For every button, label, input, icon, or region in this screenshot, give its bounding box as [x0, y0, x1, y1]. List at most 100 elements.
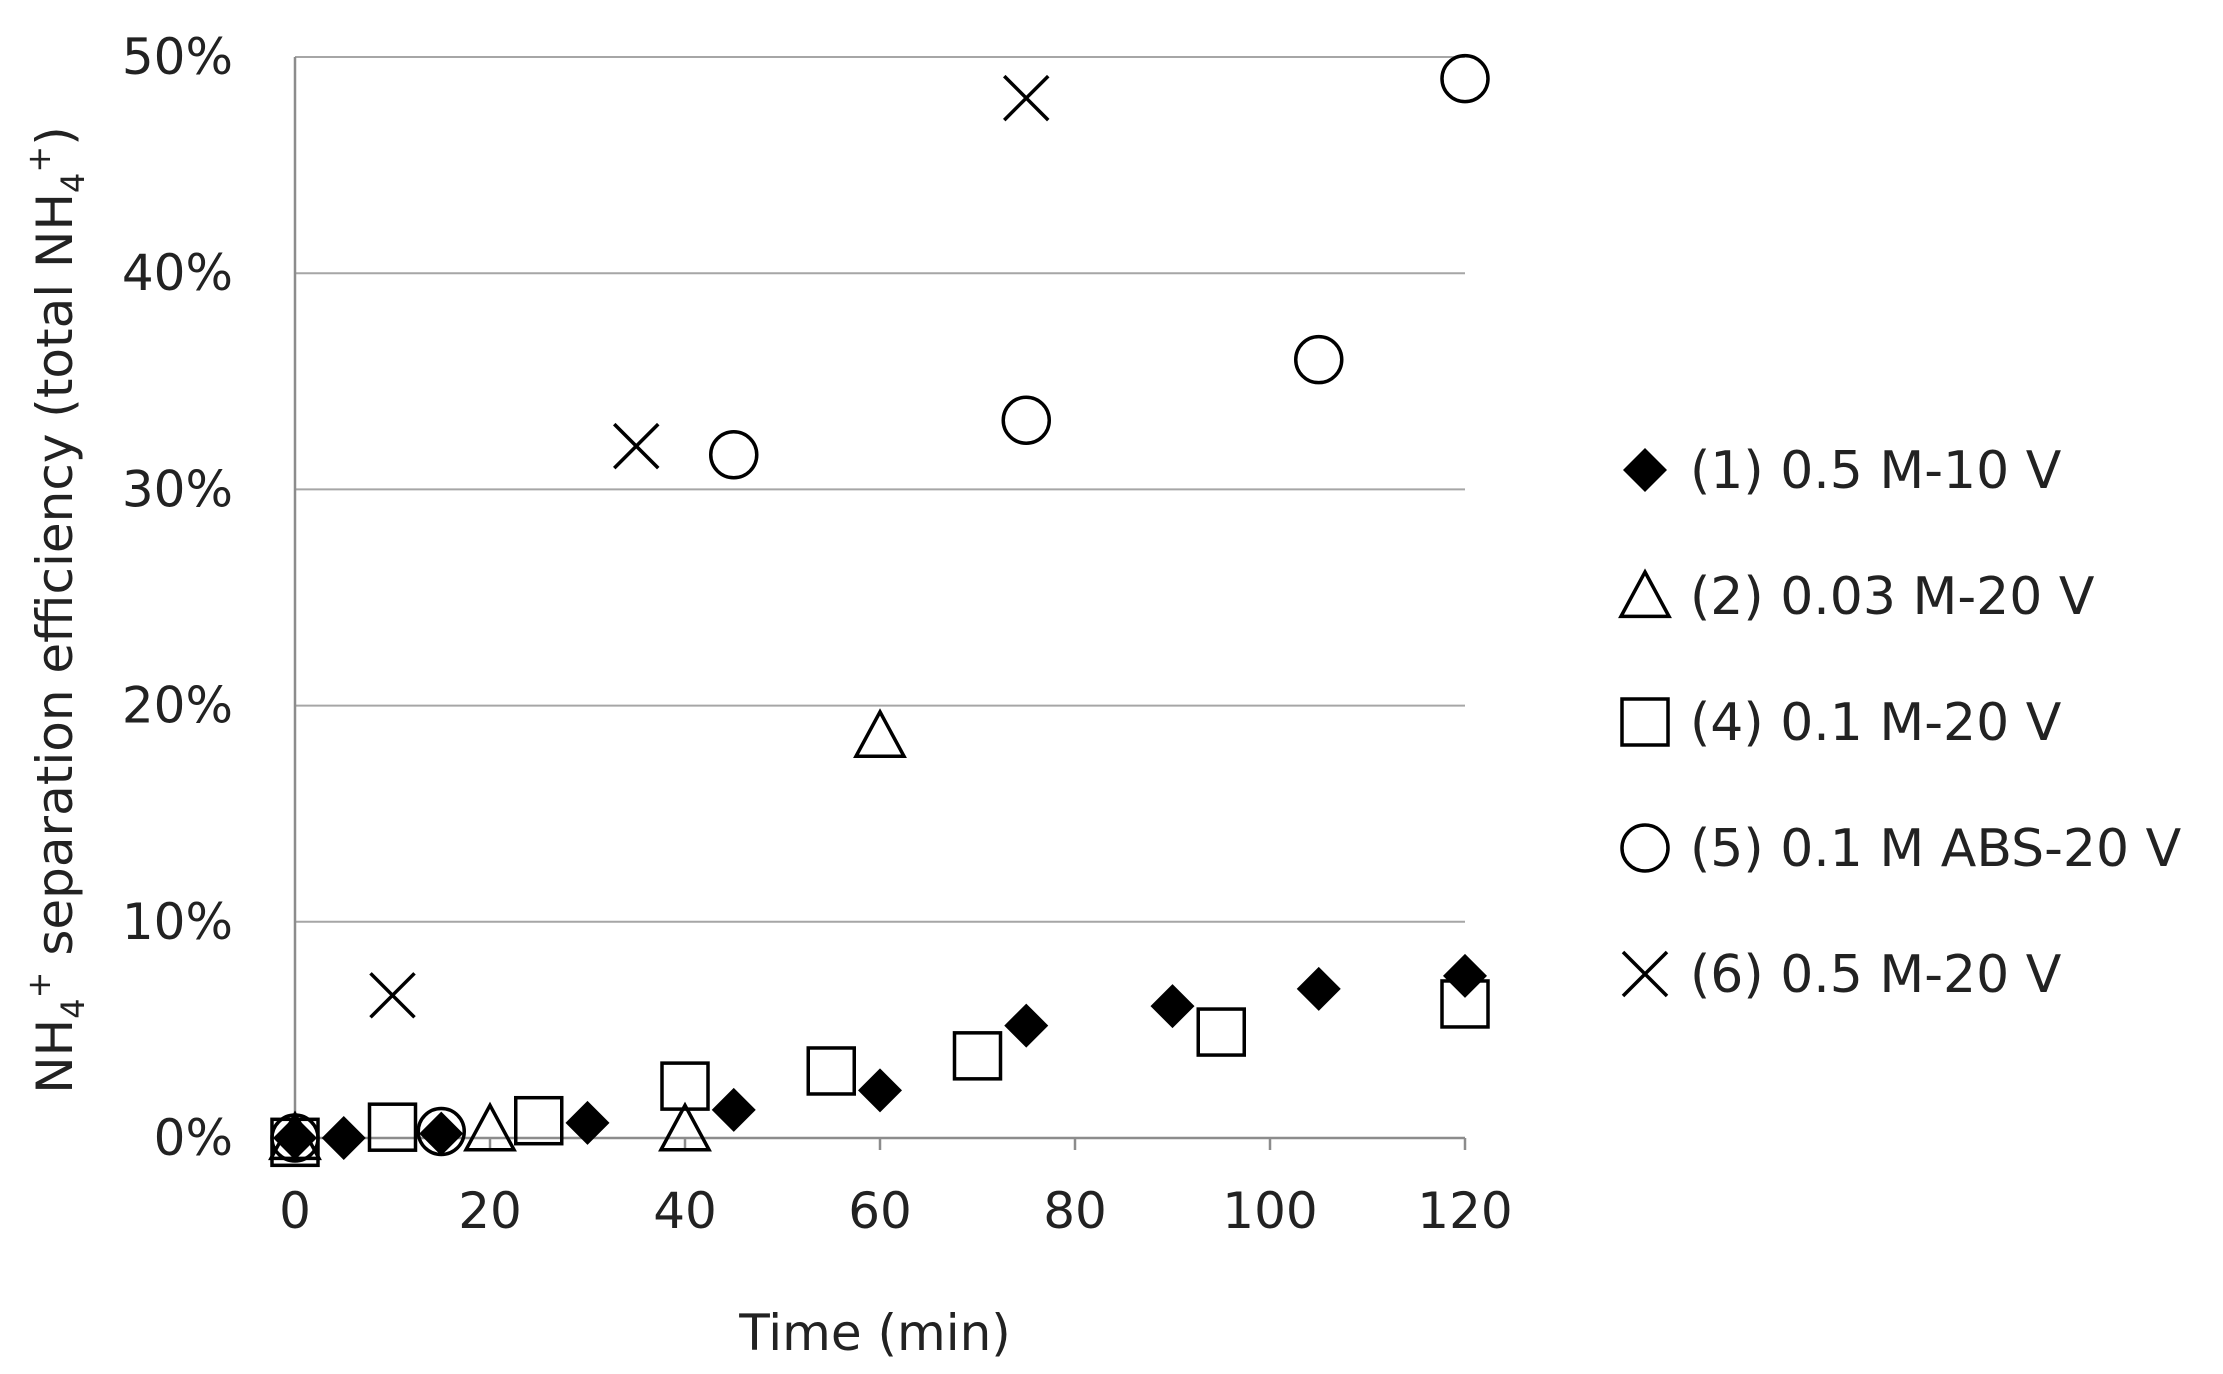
data-point-series-1 [1443, 953, 1487, 998]
square-shape [514, 1095, 564, 1146]
square-shape [660, 1061, 710, 1111]
square-shape [1620, 697, 1670, 747]
data-point-series-1 [858, 1068, 902, 1113]
x-axis-title: Time (min) [738, 1304, 1011, 1362]
cross-stroke [1621, 950, 1669, 998]
legend-marker [1620, 697, 1670, 747]
diamond-shape [565, 1100, 610, 1145]
triangle-shape [463, 1101, 517, 1152]
data-point-series-4 [709, 430, 759, 480]
data-point-series-5 [369, 972, 416, 1019]
x-tick-label: 60 [848, 1182, 912, 1240]
x-tick-label: 120 [1417, 1182, 1512, 1240]
data-point-series-3 [806, 1046, 856, 1096]
triangle-shape [268, 1110, 322, 1161]
x-tick-label: 80 [1043, 1182, 1107, 1240]
y-tick-labels: 0% 10% 20% 30% 40% 50% [122, 28, 233, 1167]
y-tick-label: 30% [122, 460, 233, 518]
square-shape [806, 1046, 856, 1096]
diamond-shape [1296, 966, 1341, 1011]
y-tick-label: 50% [122, 28, 233, 86]
legend-label: (5) 0.1 M ABS-20 V [1690, 819, 2182, 879]
square-shape [952, 1031, 1003, 1081]
diamond-shape [711, 1087, 756, 1132]
y-axis-title-part: NH [26, 1019, 84, 1094]
square-shape [367, 1102, 418, 1152]
data-point-series-2 [463, 1101, 517, 1152]
triangle-shape [658, 1101, 712, 1152]
legend-marker [1618, 568, 1672, 619]
y-axis-title-part: separation efficiency (total NH [26, 193, 84, 972]
data-point-series-2 [853, 708, 907, 759]
cross-stroke [369, 972, 416, 1019]
data-point-series-4 [1001, 395, 1051, 445]
data-point-series-1 [273, 1116, 317, 1160]
data-point-series-1 [1150, 984, 1195, 1029]
data-point-series-5 [1003, 74, 1050, 122]
square-shape [1196, 1007, 1246, 1057]
legend-entry: (4) 0.1 M-20 V [1620, 693, 2062, 753]
legend-entry: (5) 0.1 M ABS-20 V [1620, 819, 2182, 879]
legend-marker [1621, 950, 1669, 998]
legend-entry: (6) 0.5 M-20 V [1621, 945, 2062, 1005]
data-point-series-4 [1440, 53, 1490, 104]
cross-stroke [1003, 74, 1050, 122]
circle-shape [416, 1106, 466, 1157]
data-point-series-1 [711, 1087, 756, 1132]
diamond-shape [1004, 1003, 1049, 1048]
diamond-shape [858, 1068, 902, 1113]
data-point-series-3 [660, 1061, 710, 1111]
y-tick-label: 0% [154, 1109, 233, 1167]
y-axis-title: NH4+ separation efficiency (total NH4+) [20, 126, 92, 1093]
diamond-shape [321, 1116, 366, 1160]
y-axis-title-superscript: + [20, 972, 58, 999]
diamond-shape [1150, 984, 1195, 1029]
circle-shape [1440, 53, 1490, 104]
circle-shape [1001, 395, 1051, 445]
y-tick-label: 20% [122, 677, 233, 735]
axes [293, 57, 1467, 1150]
data-point-series-4 [416, 1106, 466, 1157]
data-point-series-1 [1296, 966, 1341, 1011]
data-point-series-4 [270, 1113, 320, 1163]
triangle-shape [853, 708, 907, 759]
circle-shape [709, 430, 759, 480]
x-tick-label: 40 [653, 1182, 717, 1240]
square-shape [1440, 979, 1490, 1029]
plot-area-points [268, 53, 1490, 1168]
x-tick-label: 20 [458, 1182, 522, 1240]
circle-shape [1294, 334, 1344, 385]
y-axis-title-subscript: 4 [54, 173, 92, 193]
diamond-shape [1623, 448, 1667, 492]
data-point-series-3 [367, 1102, 418, 1152]
legend-label: (4) 0.1 M-20 V [1690, 693, 2062, 753]
legend-marker [1623, 448, 1667, 492]
legend: (1) 0.5 M-10 V (2) 0.03 M-20 V (4) 0.1 M-2… [1618, 441, 2182, 1005]
diamond-shape [1443, 953, 1487, 998]
data-point-series-3 [514, 1095, 564, 1146]
data-point-series-4 [1294, 334, 1344, 385]
legend-label: (6) 0.5 M-20 V [1690, 945, 2062, 1005]
y-axis-title-superscript: + [20, 146, 58, 173]
x-tick-label: 0 [279, 1182, 311, 1240]
y-tick-label: 10% [122, 893, 233, 951]
data-point-series-3 [1196, 1007, 1246, 1057]
circle-shape [270, 1113, 320, 1163]
data-point-series-3 [952, 1031, 1003, 1081]
y-axis-title-part: ) [26, 126, 84, 146]
data-point-series-1 [419, 1111, 464, 1156]
legend-label: (1) 0.5 M-10 V [1690, 441, 2062, 501]
data-point-series-5 [613, 422, 660, 470]
data-point-series-1 [1004, 1003, 1049, 1048]
diamond-shape [419, 1111, 464, 1156]
legend-label: (2) 0.03 M-20 V [1690, 567, 2095, 627]
legend-entry: (1) 0.5 M-10 V [1623, 441, 2062, 501]
legend-marker [1620, 823, 1670, 873]
data-point-series-1 [321, 1116, 366, 1160]
cross-stroke [613, 422, 660, 470]
x-tick-label: 100 [1222, 1182, 1317, 1240]
y-tick-label: 40% [122, 244, 233, 302]
gridlines [295, 56, 1465, 923]
